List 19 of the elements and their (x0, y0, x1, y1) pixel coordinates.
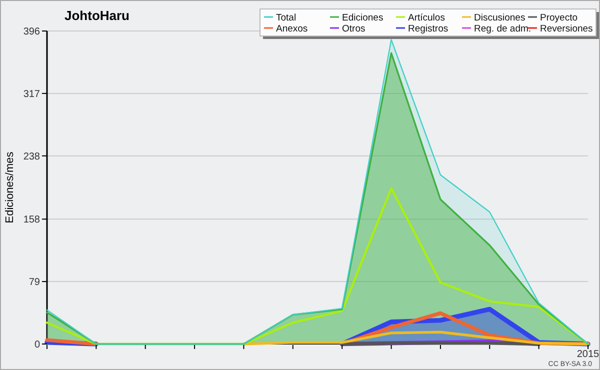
legend-label: Registros (408, 23, 448, 34)
y-tick-label: 79 (28, 277, 40, 288)
legend-label: Reversiones (540, 23, 594, 34)
y-tick-label: 317 (23, 88, 40, 100)
legend-label: Anexos (276, 23, 308, 34)
legend-label: Reg. de adm. (474, 23, 532, 34)
legend-label: Otros (342, 23, 366, 34)
legend-label: Proyecto (540, 12, 578, 24)
x-tick-label: 2015 (576, 349, 600, 360)
y-tick-label: 0 (34, 340, 40, 350)
y-axis-title: Ediciones/mes (4, 151, 16, 224)
y-tick-label: 158 (23, 214, 40, 226)
legend-label: Artículos (408, 12, 446, 24)
y-tick-label: 238 (23, 151, 40, 162)
chart-title: JohtoHaru (64, 8, 130, 23)
legend-label: Ediciones (342, 12, 384, 24)
legend-label: Total (276, 12, 296, 24)
y-tick-label: 396 (23, 26, 40, 38)
legend-label: Discusiones (474, 12, 526, 24)
